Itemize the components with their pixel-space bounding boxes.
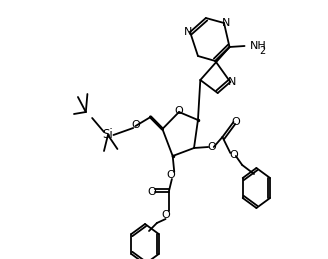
- Text: O: O: [147, 187, 156, 197]
- Text: NH: NH: [250, 41, 267, 51]
- Text: N: N: [184, 27, 193, 37]
- Text: O: O: [131, 120, 140, 130]
- Text: N: N: [221, 18, 230, 28]
- Text: N: N: [228, 77, 236, 87]
- Text: 2: 2: [259, 46, 265, 56]
- Text: O: O: [207, 142, 216, 152]
- Text: O: O: [174, 106, 183, 116]
- Text: O: O: [232, 117, 240, 127]
- Text: O: O: [229, 150, 238, 160]
- Text: O: O: [161, 210, 170, 220]
- Text: O: O: [167, 170, 175, 180]
- Text: Si: Si: [103, 128, 113, 141]
